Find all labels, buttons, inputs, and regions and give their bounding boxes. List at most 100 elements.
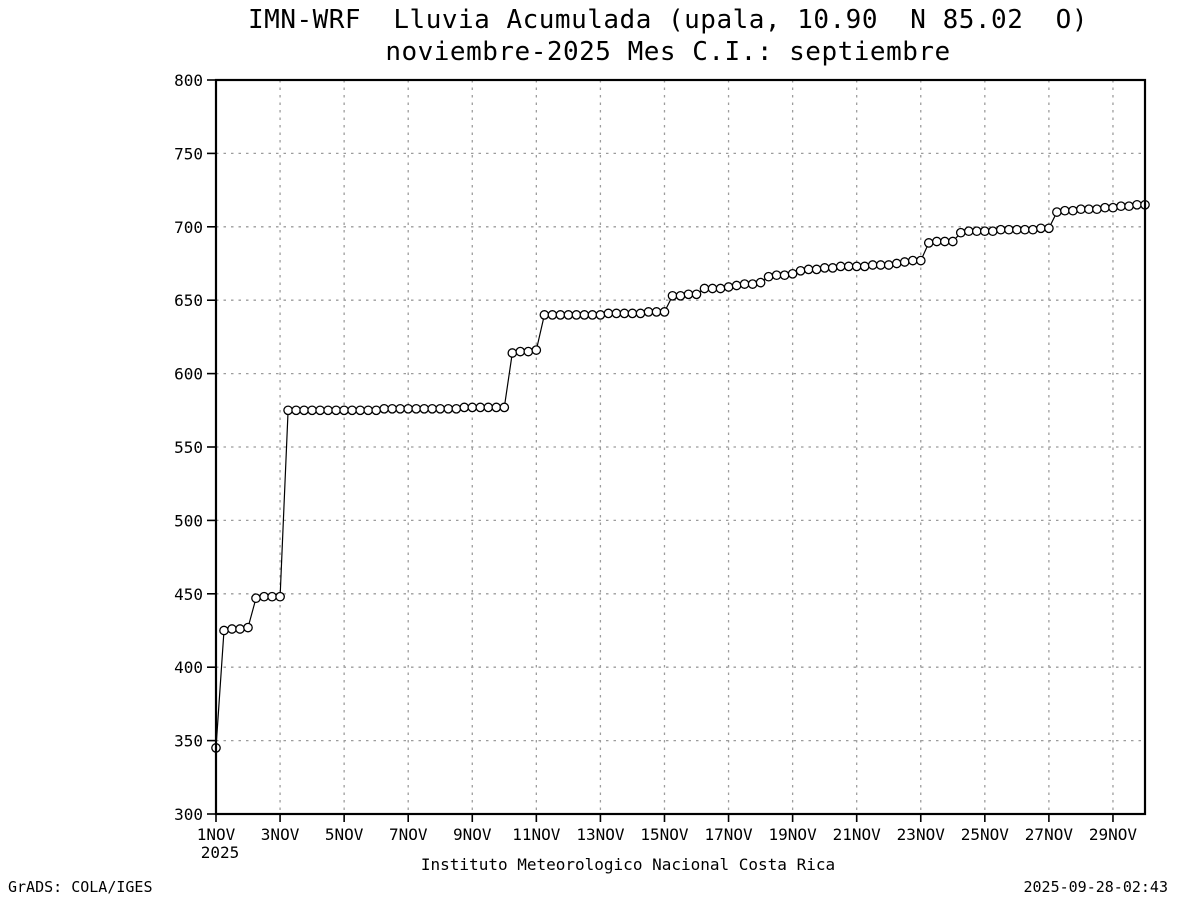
chart-title-line2: noviembre-2025 Mes C.I.: septiembre — [385, 37, 951, 67]
data-point-marker — [451, 403, 462, 414]
data-point-marker — [435, 403, 446, 414]
data-point-marker — [299, 405, 309, 416]
y-tick-label: 500 — [174, 511, 203, 530]
data-point-marker — [1076, 204, 1086, 215]
data-point-marker — [499, 402, 510, 413]
data-point-marker — [859, 261, 870, 272]
data-point-marker — [539, 310, 550, 320]
data-point-marker — [731, 280, 742, 291]
data-point-marker — [331, 405, 341, 416]
data-point-marker — [803, 264, 814, 275]
institute-caption: Instituto Meteorologico Nacional Costa R… — [420, 855, 836, 874]
data-point-marker — [707, 283, 718, 294]
data-point-marker — [643, 307, 654, 317]
x-tick-label: 17NOV — [704, 825, 753, 844]
y-tick-label: 350 — [174, 732, 203, 751]
data-point-marker — [891, 258, 902, 269]
data-point-marker — [523, 346, 534, 357]
x-tick-label: 13NOV — [576, 825, 625, 844]
data-point-marker — [851, 261, 862, 272]
data-point-marker — [315, 405, 325, 416]
data-point-marker — [515, 346, 526, 357]
chart-title-line1: IMN-WRF Lluvia Acumulada (upala, 10.90 N… — [248, 5, 1088, 35]
data-point-marker — [787, 268, 798, 279]
data-point-marker — [571, 310, 582, 320]
y-tick-label: 650 — [174, 291, 203, 310]
data-point-marker — [395, 403, 406, 414]
data-point-marker — [715, 283, 726, 294]
data-point-marker — [883, 260, 894, 270]
data-point-marker — [563, 310, 574, 320]
data-point-marker — [771, 270, 782, 281]
x-tick-label: 29NOV — [1089, 825, 1138, 844]
data-point-marker — [275, 591, 285, 602]
data-point-marker — [683, 289, 694, 300]
data-point-marker — [219, 625, 229, 636]
data-point-marker — [995, 224, 1006, 235]
data-point-marker — [971, 226, 982, 237]
x-tick-label: 11NOV — [512, 825, 561, 844]
data-point-marker — [363, 405, 374, 416]
data-point-marker — [939, 236, 950, 247]
y-tick-label: 800 — [174, 71, 203, 90]
x-tick-label: 3NOV — [261, 825, 300, 844]
data-point-marker — [307, 405, 317, 416]
data-point-marker — [355, 405, 366, 416]
data-point-marker — [835, 261, 846, 272]
data-point-marker — [1028, 224, 1038, 235]
data-point-marker — [667, 290, 678, 301]
data-point-marker — [619, 308, 630, 319]
x-tick-label: 9NOV — [453, 825, 492, 844]
data-point-marker — [811, 264, 822, 275]
plot-frame — [214, 78, 1147, 816]
data-point-marker — [1092, 204, 1102, 215]
data-point-marker — [875, 260, 886, 270]
data-point-marker — [1012, 224, 1022, 235]
data-point-marker — [1116, 201, 1126, 212]
data-point-marker — [1068, 205, 1078, 216]
y-tick-label: 400 — [174, 658, 203, 677]
data-point-marker — [899, 257, 910, 267]
x-axis-year-label: 2025 — [201, 843, 240, 862]
data-point-marker — [459, 402, 470, 413]
data-point-marker — [1004, 224, 1014, 235]
data-point-marker — [595, 310, 606, 320]
data-point-marker — [283, 405, 293, 416]
data-point-marker — [755, 277, 766, 288]
data-point-marker — [267, 591, 277, 602]
data-point-marker — [659, 307, 670, 317]
data-point-marker — [259, 591, 269, 602]
data-point-marker — [987, 226, 998, 237]
accumulated-rain-line — [215, 204, 1145, 748]
data-point-marker — [251, 593, 261, 604]
y-tick-label: 450 — [174, 585, 203, 604]
x-tick-label: 5NOV — [325, 825, 364, 844]
data-point-marker — [339, 405, 349, 416]
x-tick-label: 23NOV — [897, 825, 946, 844]
x-tick-label: 1NOV — [197, 825, 236, 844]
data-point-marker — [507, 348, 518, 358]
data-point-marker — [579, 310, 590, 320]
data-point-marker — [379, 403, 390, 414]
data-point-marker — [1124, 201, 1134, 212]
data-point-marker — [947, 236, 958, 247]
grads-credit: GrADS: COLA/IGES — [8, 878, 153, 896]
x-tick-label: 19NOV — [769, 825, 818, 844]
data-point-marker — [227, 624, 237, 634]
y-tick-label: 700 — [174, 218, 203, 237]
data-point-marker — [739, 279, 750, 289]
data-point-marker — [291, 405, 301, 416]
data-point-marker — [411, 403, 422, 414]
x-tick-label: 7NOV — [389, 825, 428, 844]
data-point-marker — [1020, 224, 1030, 235]
data-point-marker — [827, 263, 838, 273]
data-point-marker — [699, 283, 710, 294]
data-point-marker — [1044, 223, 1054, 234]
data-point-marker — [403, 403, 414, 414]
y-tick-label: 300 — [174, 805, 203, 824]
data-point-marker — [675, 290, 686, 301]
y-tick-label: 550 — [174, 438, 203, 457]
data-point-marker — [603, 308, 614, 319]
data-point-marker — [963, 226, 974, 237]
